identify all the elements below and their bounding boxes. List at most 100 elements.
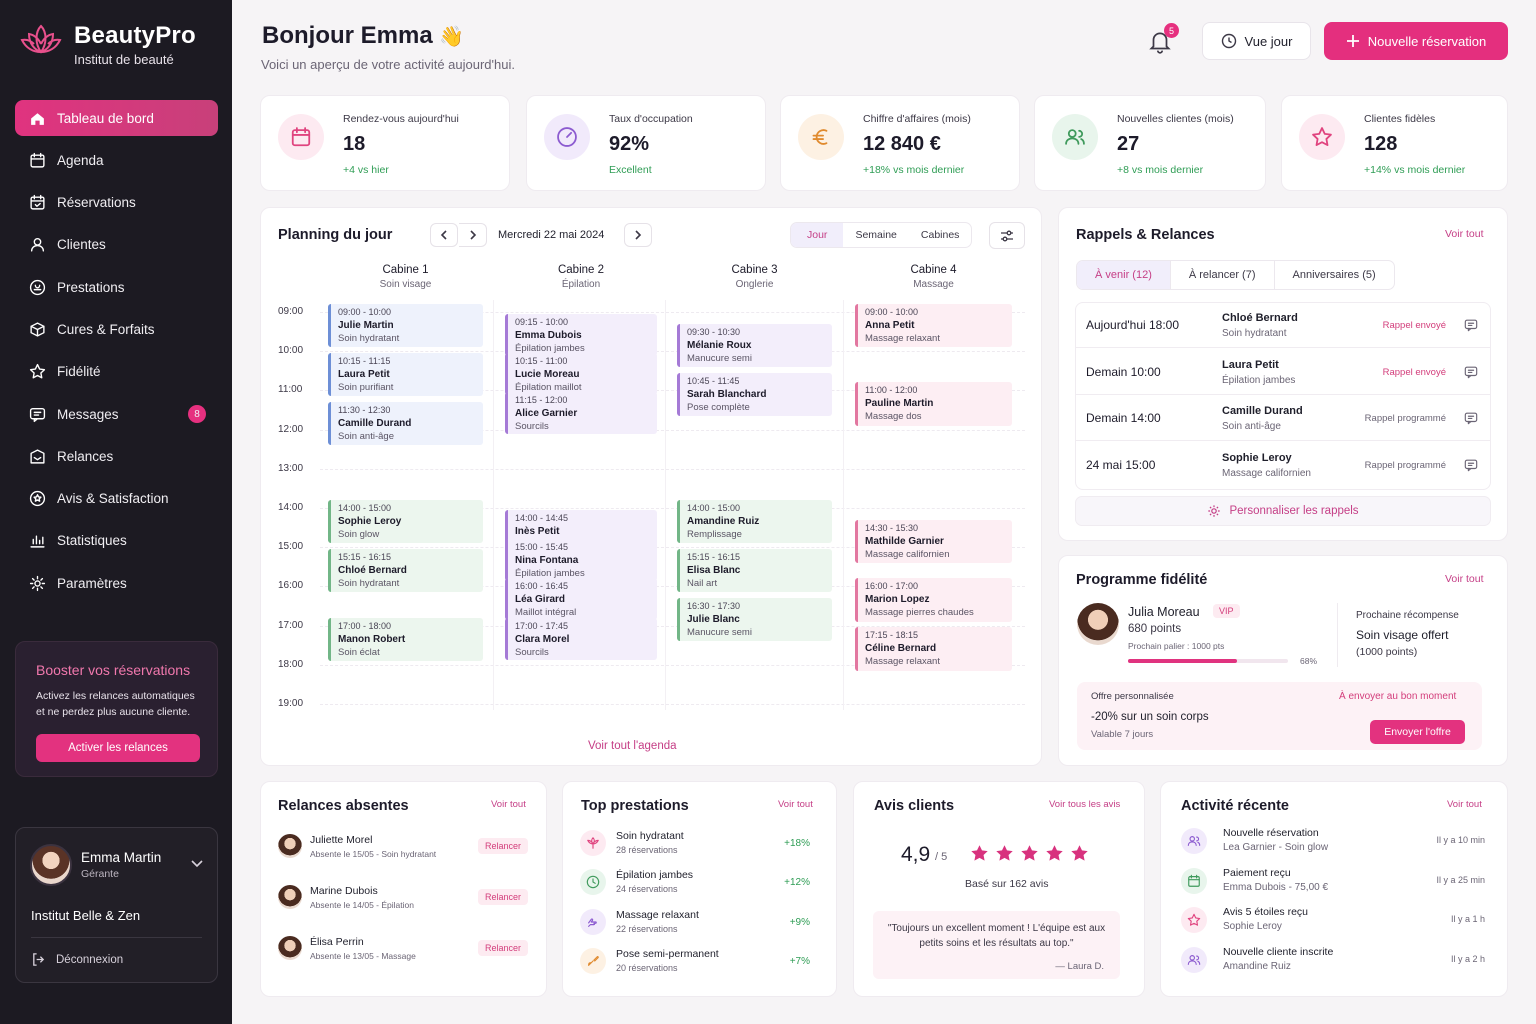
reminder-tab[interactable]: À relancer (7) [1171,261,1275,289]
appointment[interactable]: 17:00 - 17:45 Clara Morel Sourcils [505,617,657,660]
stat-card[interactable]: Nouvelles clientes (mois) 27 +8 vs mois de… [1034,95,1266,191]
appointment[interactable]: 11:30 - 12:30 Camille Durand Soin anti-âge [328,402,483,446]
sidebar-item-fidélité[interactable]: Fidélité [15,354,218,390]
sidebar-item-statistiques[interactable]: Statistiques [15,523,218,559]
appointment[interactable]: 09:15 - 10:00 Emma Dubois Épilation jambes [505,313,657,356]
loyalty-see-all-link[interactable]: Voir tout [1445,573,1484,585]
activity-time: Il y a 2 h [1450,954,1485,965]
absent-row: Élisa Perrin Absente le 13/05 - Massage Re… [278,934,533,974]
relance-button[interactable]: Relancer [478,889,529,905]
tab-jour[interactable]: Jour [791,223,844,247]
next-day-button[interactable] [459,223,487,247]
avatar[interactable] [30,844,72,886]
appointment-client: Anna Petit [865,320,915,331]
gear-icon [27,573,47,593]
reminder-tab[interactable]: À venir (12) [1077,261,1171,289]
planning-date[interactable]: Mercredi 22 mai 2024 [498,229,605,241]
stat-card[interactable]: Taux d'occupation 92% Excellent [526,95,766,191]
stat-card[interactable]: Chiffre d'affaires (mois) 12 840 € +18% vs… [780,95,1020,191]
appointment[interactable]: 16:30 - 17:30 Julie Blanc Manucure semi [677,598,832,642]
avatar [278,885,302,909]
view-switcher: Jour Semaine Cabines [790,222,973,248]
appointment[interactable]: 10:15 - 11:15 Laura Petit Soin purifiant [328,353,483,397]
sidebar-item-messages[interactable]: Messages 8 [15,396,218,432]
appointment-time: 14:00 - 15:00 [338,503,392,513]
chevron-down-icon[interactable] [191,860,203,868]
sidebar-item-avis-satisfaction[interactable]: Avis & Satisfaction [15,481,218,517]
appointment[interactable]: 15:00 - 15:45 Nina Fontana Épilation jambe… [505,539,657,582]
appointment[interactable]: 14:30 - 15:30 Mathilde Garnier Massage cal… [855,519,1012,563]
message-icon[interactable] [1464,458,1478,472]
reminders-see-all-link[interactable]: Voir tout [1445,228,1484,240]
tab-cabines[interactable]: Cabines [920,229,960,241]
reviews-see-all-link[interactable]: Voir tous les avis [1049,799,1121,810]
day-view-button[interactable]: Vue jour [1202,22,1311,60]
filter-button[interactable] [989,222,1025,249]
stat-card[interactable]: Rendez-vous aujourd'hui 18 +4 vs hier [260,95,510,191]
reminder-tab[interactable]: Anniversaires (5) [1292,269,1376,281]
reminder-row[interactable]: Demain 10:00 Laura Petit Épilation jambes R… [1076,349,1490,395]
reminder-row[interactable]: Demain 14:00 Camille Durand Soin anti-âge R… [1076,395,1490,441]
stat-value: 92% [609,133,650,155]
top-services-see-all-link[interactable]: Voir tout [778,799,813,810]
sidebar-item-cures-forfaits[interactable]: Cures & Forfaits [15,311,218,347]
appointment-time: 11:00 - 12:00 [865,385,918,396]
activity-see-all-link[interactable]: Voir tout [1447,799,1482,810]
send-offer-button[interactable]: Envoyer l'offre [1370,720,1465,744]
appointment-service: Soin purifiant [338,382,394,393]
see-all-agenda-link[interactable]: Voir tout l'agenda [588,740,677,752]
star-icon [970,844,989,863]
cabin-type: Onglerie [735,279,774,290]
new-booking-button[interactable]: Nouvelle réservation [1324,22,1508,60]
bell-icon[interactable] [1147,29,1173,55]
cabin-name: Cabine 4 [910,264,957,276]
message-icon[interactable] [1464,318,1478,332]
message-icon[interactable] [1464,411,1478,425]
date-forward-button[interactable] [624,223,652,247]
appointment[interactable]: 11:00 - 12:00 Pauline Martin Massage dos [855,382,1012,426]
divider [1337,603,1338,667]
appointment[interactable]: 09:30 - 10:30 Mélanie Roux Manucure semi [677,323,832,367]
appointment[interactable]: 10:15 - 11:00 Lucie Moreau Épilation maill… [505,353,657,395]
relance-button[interactable]: Relancer [478,838,529,854]
appointment[interactable]: 10:45 - 11:45 Sarah Blanchard Pose complèt… [677,372,832,416]
appointment[interactable]: 09:00 - 10:00 Anna Petit Massage relaxant [855,304,1012,348]
appointment[interactable]: 14:00 - 15:00 Sophie Leroy Soin glow [328,500,483,544]
message-icon[interactable] [1464,365,1478,379]
appointment[interactable]: 17:15 - 18:15 Céline Bernard Massage relax… [855,627,1012,671]
sidebar-item-relances[interactable]: Relances [15,438,218,474]
sidebar-item-réservations[interactable]: Réservations [15,185,218,221]
appointment[interactable]: 16:00 - 17:00 Marion Lopez Massage pierres… [855,578,1012,622]
sidebar: BeautyPro Institut de beauté Tableau de … [0,0,232,1024]
sidebar-item-paramètres[interactable]: Paramètres [15,565,218,601]
appointment[interactable]: 14:00 - 15:00 Amandine Ruiz Remplissage [677,500,832,544]
activity-time: Il y a 1 h [1450,914,1485,925]
absent-see-all-link[interactable]: Voir tout [491,799,526,810]
sidebar-item-prestations[interactable]: Prestations [15,269,218,305]
reminder-date: Aujourd'hui 18:00 [1086,318,1180,332]
brand[interactable]: BeautyPro Institut de beauté [18,22,196,67]
activate-reminders-button[interactable]: Activer les relances [36,734,200,762]
appointment[interactable]: 16:00 - 16:45 Léa Girard Maillot intégral [505,578,657,621]
reminder-row[interactable]: Aujourd'hui 18:00 Chloé Bernard Soin hydra… [1076,302,1490,348]
hand-icon [580,908,606,935]
reminder-date: Demain 10:00 [1086,364,1161,379]
tab-semaine[interactable]: Semaine [855,229,897,241]
logout-button[interactable]: Déconnexion [31,952,123,967]
appointment[interactable]: 17:00 - 18:00 Manon Robert Soin éclat [328,617,483,661]
sidebar-item-tableau-de-bord[interactable]: Tableau de bord [15,100,218,136]
stat-card[interactable]: Clientes fidèles 128 +14% vs mois dernier [1281,95,1508,191]
prev-day-button[interactable] [430,223,458,247]
sidebar-item-clientes[interactable]: Clientes [15,227,218,263]
appointment[interactable]: 09:00 - 10:00 Julie Martin Soin hydratant [328,304,483,348]
reminder-row[interactable]: 24 mai 15:00 Sophie Leroy Massage californ… [1076,442,1490,488]
appointment[interactable]: 15:15 - 16:15 Chloé Bernard Soin hydratant [328,549,483,593]
absent-detail: Absente le 14/05 - Épilation [310,900,414,910]
calendar-icon [1181,867,1207,894]
appointment[interactable]: 15:15 - 16:15 Elisa Blanc Nail art [677,549,832,593]
appointment[interactable]: 11:15 - 12:00 Alice Garnier Sourcils [505,392,657,435]
relance-button[interactable]: Relancer [478,940,529,956]
customize-reminders-button[interactable]: Personnaliser les rappels [1075,496,1491,526]
activity-time: Il y a 25 min [1436,874,1485,885]
sidebar-item-agenda[interactable]: Agenda [15,142,218,178]
